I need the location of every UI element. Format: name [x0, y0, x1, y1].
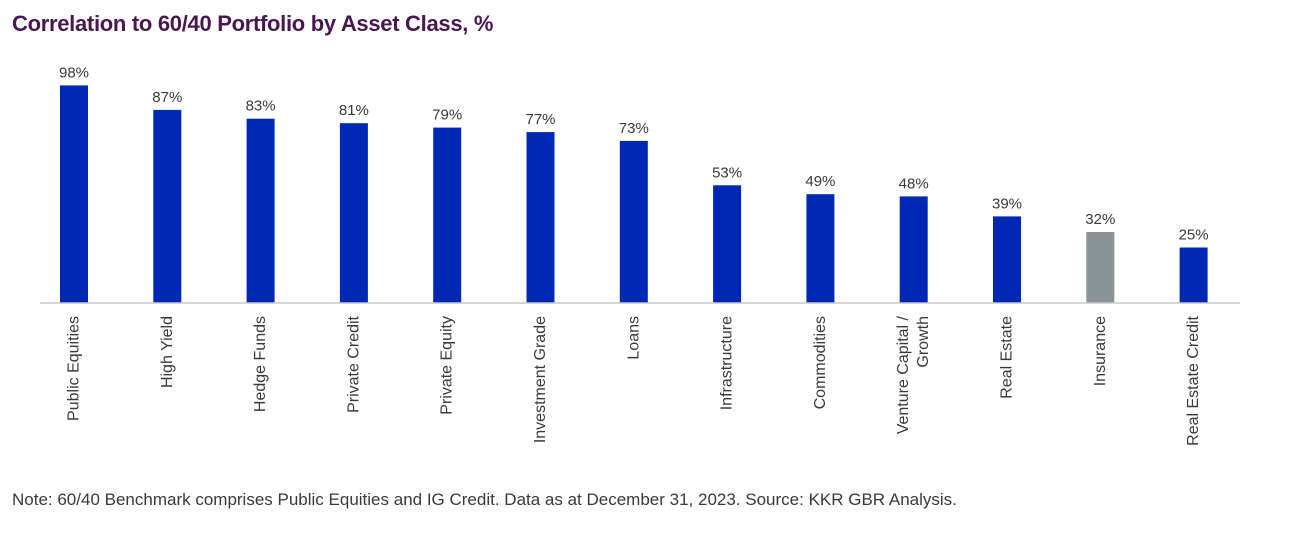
bar-8: [806, 194, 835, 303]
category-label-3: Private Credit: [345, 315, 362, 412]
labels-group: 98% Public Equities 87% High Yield 83% Hedge …: [59, 64, 1209, 445]
chart-title: Correlation to 60/40 Portfolio by Asset …: [12, 11, 494, 36]
category-label-11: Insurance: [1092, 316, 1109, 386]
category-label-5: Investment Grade: [532, 316, 549, 443]
category-label-4-line-0: Private Equity: [439, 316, 456, 415]
category-label-2: Hedge Funds: [252, 316, 269, 412]
category-label-10-line-0: Real Estate: [999, 316, 1016, 399]
category-label-0-line-0: Public Equities: [66, 316, 83, 421]
bar-2: [246, 118, 275, 303]
category-label-1-line-0: High Yield: [159, 316, 176, 388]
category-label-0: Public Equities: [66, 316, 83, 421]
bar-1: [153, 109, 182, 304]
bar-6: [619, 140, 648, 303]
category-label-5-line-0: Investment Grade: [532, 316, 549, 443]
bar-3: [339, 123, 368, 303]
bar-10: [993, 216, 1021, 303]
bar-9: [899, 196, 928, 303]
category-label-3-line-0: Private Credit: [345, 315, 362, 412]
category-label-7: Infrastructure: [719, 316, 736, 410]
value-label-11: 32%: [1085, 211, 1115, 228]
category-label-10: Real Estate: [999, 316, 1016, 399]
value-label-12: 25%: [1179, 227, 1209, 244]
category-label-8-line-0: Commodities: [812, 316, 829, 409]
category-label-2-line-0: Hedge Funds: [252, 316, 269, 412]
value-label-1: 87%: [152, 89, 182, 106]
category-label-1: High Yield: [159, 316, 176, 388]
category-label-12-line-0: Real Estate Credit: [1185, 315, 1202, 445]
category-label-9-line-1: Growth: [915, 316, 932, 368]
category-label-6-line-0: Loans: [625, 316, 642, 360]
category-label-9: Venture Capital / Growth: [895, 315, 932, 434]
value-label-8: 49%: [805, 173, 835, 190]
bar-0: [60, 85, 88, 304]
value-label-6: 73%: [619, 120, 649, 137]
category-label-6: Loans: [625, 316, 642, 360]
value-label-2: 83%: [246, 98, 276, 115]
bar-5: [526, 132, 555, 303]
bars-group: [60, 85, 1208, 304]
category-label-12: Real Estate Credit: [1185, 315, 1202, 445]
value-label-7: 53%: [712, 164, 742, 181]
category-label-9-line-0: Venture Capital /: [895, 315, 912, 434]
bar-chart: 98% Public Equities 87% High Yield 83% Hedge …: [40, 64, 1240, 446]
category-label-4: Private Equity: [439, 316, 456, 415]
bar-7: [713, 185, 742, 303]
bar-11: [1086, 232, 1115, 303]
footnote: Note: 60/40 Benchmark comprises Public E…: [12, 490, 957, 509]
value-label-5: 77%: [525, 111, 555, 128]
category-label-7-line-0: Infrastructure: [719, 316, 736, 410]
value-label-0: 98%: [59, 64, 89, 81]
value-label-4: 79%: [432, 107, 462, 124]
value-label-3: 81%: [339, 102, 369, 119]
value-label-10: 39%: [992, 195, 1022, 212]
category-label-11-line-0: Insurance: [1092, 316, 1109, 386]
category-label-8: Commodities: [812, 316, 829, 409]
value-label-9: 48%: [899, 175, 929, 192]
bar-12: [1179, 247, 1208, 303]
bar-4: [433, 127, 462, 303]
